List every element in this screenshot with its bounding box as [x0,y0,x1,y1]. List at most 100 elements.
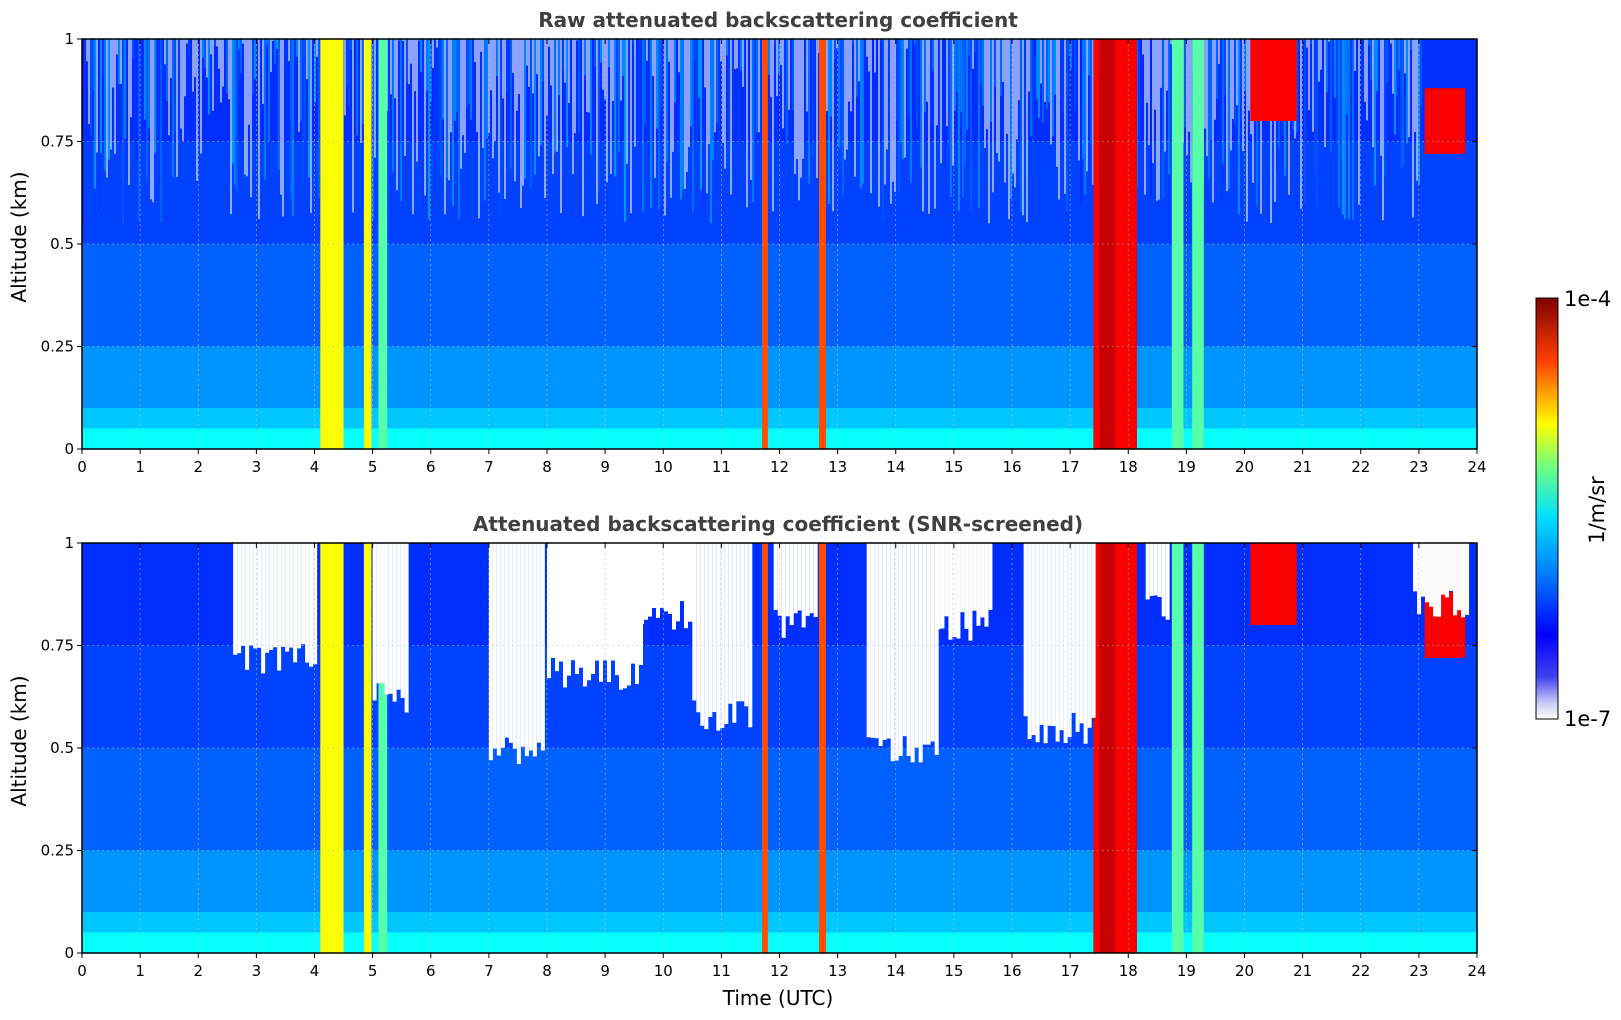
noise-column [1324,39,1326,148]
noise-column [560,39,562,214]
noise-column [1306,39,1308,48]
screened-region [603,543,607,661]
screened-region [744,543,749,707]
noise-column [312,39,314,48]
noise-column [116,39,118,55]
noise-column [244,39,246,175]
screened-region [1445,543,1450,598]
noise-column [796,39,798,160]
noise-column [1312,39,1314,132]
panel-title: Attenuated backscattering coefficient (S… [473,512,1083,536]
noise-column [1360,39,1362,54]
screened-region [1035,543,1040,743]
x-tick-label: 11 [712,962,731,980]
noise-column [358,39,360,61]
noise-column [1226,39,1228,192]
noise-column [1072,39,1074,51]
noise-column [934,39,936,209]
noise-column [742,39,744,87]
screened-region [870,543,875,738]
noise-column [846,39,848,150]
noise-column [1004,39,1006,183]
noise-column [720,39,722,62]
noise-column [864,39,866,50]
x-ticks-screened: 0 1 2 3 4 5 6 7 8 9 10 11 12 13 14 15 16 17 18 19 20 21 22 23 24 [77,543,1487,980]
noise-column [722,39,724,143]
screened-region [488,543,493,761]
raw-backscatter-panel: Raw attenuated backscattering coefficien… [7,8,1487,476]
screened-region [380,543,385,684]
screened-region [1091,543,1096,718]
noise-column [892,39,894,182]
screened-region [1429,543,1434,607]
screened-region [575,543,579,674]
screened-region [890,543,895,762]
noise-column [448,39,450,181]
noise-column [1216,39,1218,100]
background-band [82,141,1477,244]
noise-column [694,39,696,61]
noise-column [1394,39,1396,135]
noise-column [900,39,902,143]
noise-column [502,39,504,99]
noise-column [568,39,570,104]
noise-column [424,39,426,196]
y-axis-label: Altitude (km) [7,171,31,302]
noise-column [1074,39,1076,110]
noise-column [96,39,98,153]
noise-column [138,39,140,222]
noise-column [1310,39,1312,45]
noise-column [432,39,434,68]
noise-column [466,39,468,108]
noise-column [704,39,706,88]
noise-column [1386,39,1388,84]
noise-column [1166,39,1168,91]
noise-column [1038,39,1040,118]
noise-column [556,39,558,152]
noise-column [628,39,630,222]
noise-column [1304,39,1306,203]
screened-region [936,543,941,630]
noise-column [390,39,392,95]
noise-column [1036,39,1038,100]
noise-column [420,39,422,72]
noise-column [82,39,84,224]
screened-region [492,543,497,749]
noise-column [318,39,320,199]
noise-column [888,39,890,153]
noise-column [600,39,602,63]
x-ticks-raw: 0 1 2 3 4 5 6 7 8 9 10 11 12 13 14 15 16 17 18 19 20 21 22 23 24 [77,39,1487,476]
noise-column [1408,39,1410,138]
noise-column [516,39,518,111]
noise-column [110,39,112,150]
screened-region [607,543,611,683]
noise-column [144,39,146,120]
noise-column [142,39,144,57]
screened-region [599,543,603,682]
noise-column [94,39,96,189]
noise-column [454,39,456,122]
noise-column [230,39,232,215]
colorbar-gradient [1535,297,1559,720]
feature-cloud [1250,39,1297,121]
screened-region [980,543,985,618]
screened-region [781,543,786,638]
noise-column [90,39,92,136]
noise-column [646,39,648,61]
noise-column [1322,39,1324,87]
noise-column [1388,39,1390,43]
noise-column [730,39,732,195]
noise-column [944,39,946,167]
screened-region [253,543,258,649]
noise-column [526,39,528,66]
noise-column [348,39,350,107]
noise-column [598,39,600,187]
noise-column [1380,39,1382,156]
noise-column [718,39,720,210]
noise-column [268,39,270,141]
noise-column [346,39,348,87]
noise-column [530,39,532,191]
noise-column [156,39,158,198]
noise-column [204,39,206,68]
noise-column [1330,39,1332,151]
